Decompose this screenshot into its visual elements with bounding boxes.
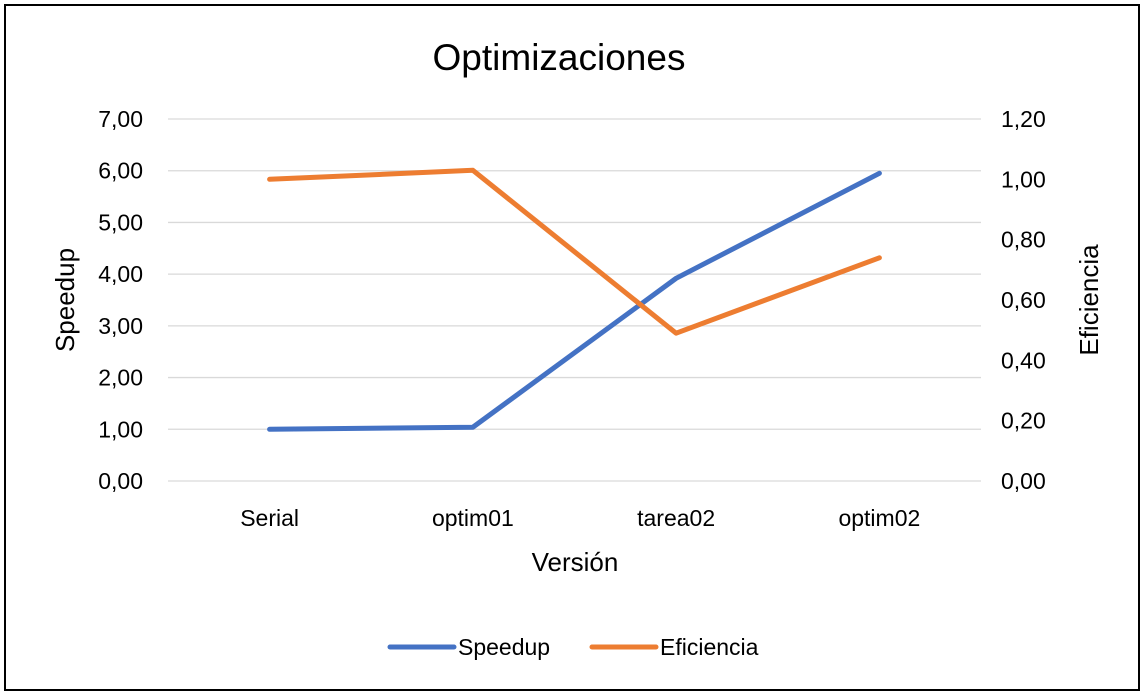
y-tick-label: 5,00 <box>98 209 143 235</box>
y-tick-label: 7,00 <box>98 106 143 132</box>
series-line-eficiencia <box>267 167 882 336</box>
y2-tick-label: 0,20 <box>1001 408 1046 434</box>
x-tick-label: optim01 <box>432 505 514 531</box>
legend-label: Speedup <box>458 634 550 660</box>
y-tick-label: 3,00 <box>98 313 143 339</box>
x-tick-label: optim02 <box>838 505 920 531</box>
y2-tick-label: 0,40 <box>1001 347 1046 373</box>
x-tick-label: tarea02 <box>637 505 715 531</box>
y-axis-title: Speedup <box>50 248 80 352</box>
y-tick-label: 4,00 <box>98 261 143 287</box>
x-tick-label: Serial <box>240 505 299 531</box>
y2-tick-label: 1,00 <box>1001 166 1046 192</box>
x-axis-ticks: Serial optim01 tarea02 optim02 <box>240 505 920 531</box>
y2-tick-label: 0,80 <box>1001 227 1046 253</box>
x-axis-title: Versión <box>532 547 619 577</box>
legend-label: Eficiencia <box>660 634 759 660</box>
y-tick-label: 0,00 <box>98 468 143 494</box>
left-axis-ticks: 0,00 1,00 2,00 3,00 4,00 5,00 6,00 7,00 <box>98 106 143 494</box>
series-line-speedup <box>267 170 882 432</box>
y-tick-label: 1,00 <box>98 416 143 442</box>
y2-tick-label: 0,60 <box>1001 287 1046 313</box>
series-lines <box>267 167 882 432</box>
y2-tick-label: 1,20 <box>1001 106 1046 132</box>
y-tick-label: 6,00 <box>98 158 143 184</box>
y2-axis-title: Eficiencia <box>1074 244 1104 356</box>
right-axis-ticks: 0,00 0,20 0,40 0,60 0,80 1,00 1,20 <box>1001 106 1046 494</box>
chart-title: Optimizaciones <box>433 37 686 78</box>
y2-tick-label: 0,00 <box>1001 468 1046 494</box>
y-tick-label: 2,00 <box>98 365 143 391</box>
legend: Speedup Eficiencia <box>387 634 759 660</box>
